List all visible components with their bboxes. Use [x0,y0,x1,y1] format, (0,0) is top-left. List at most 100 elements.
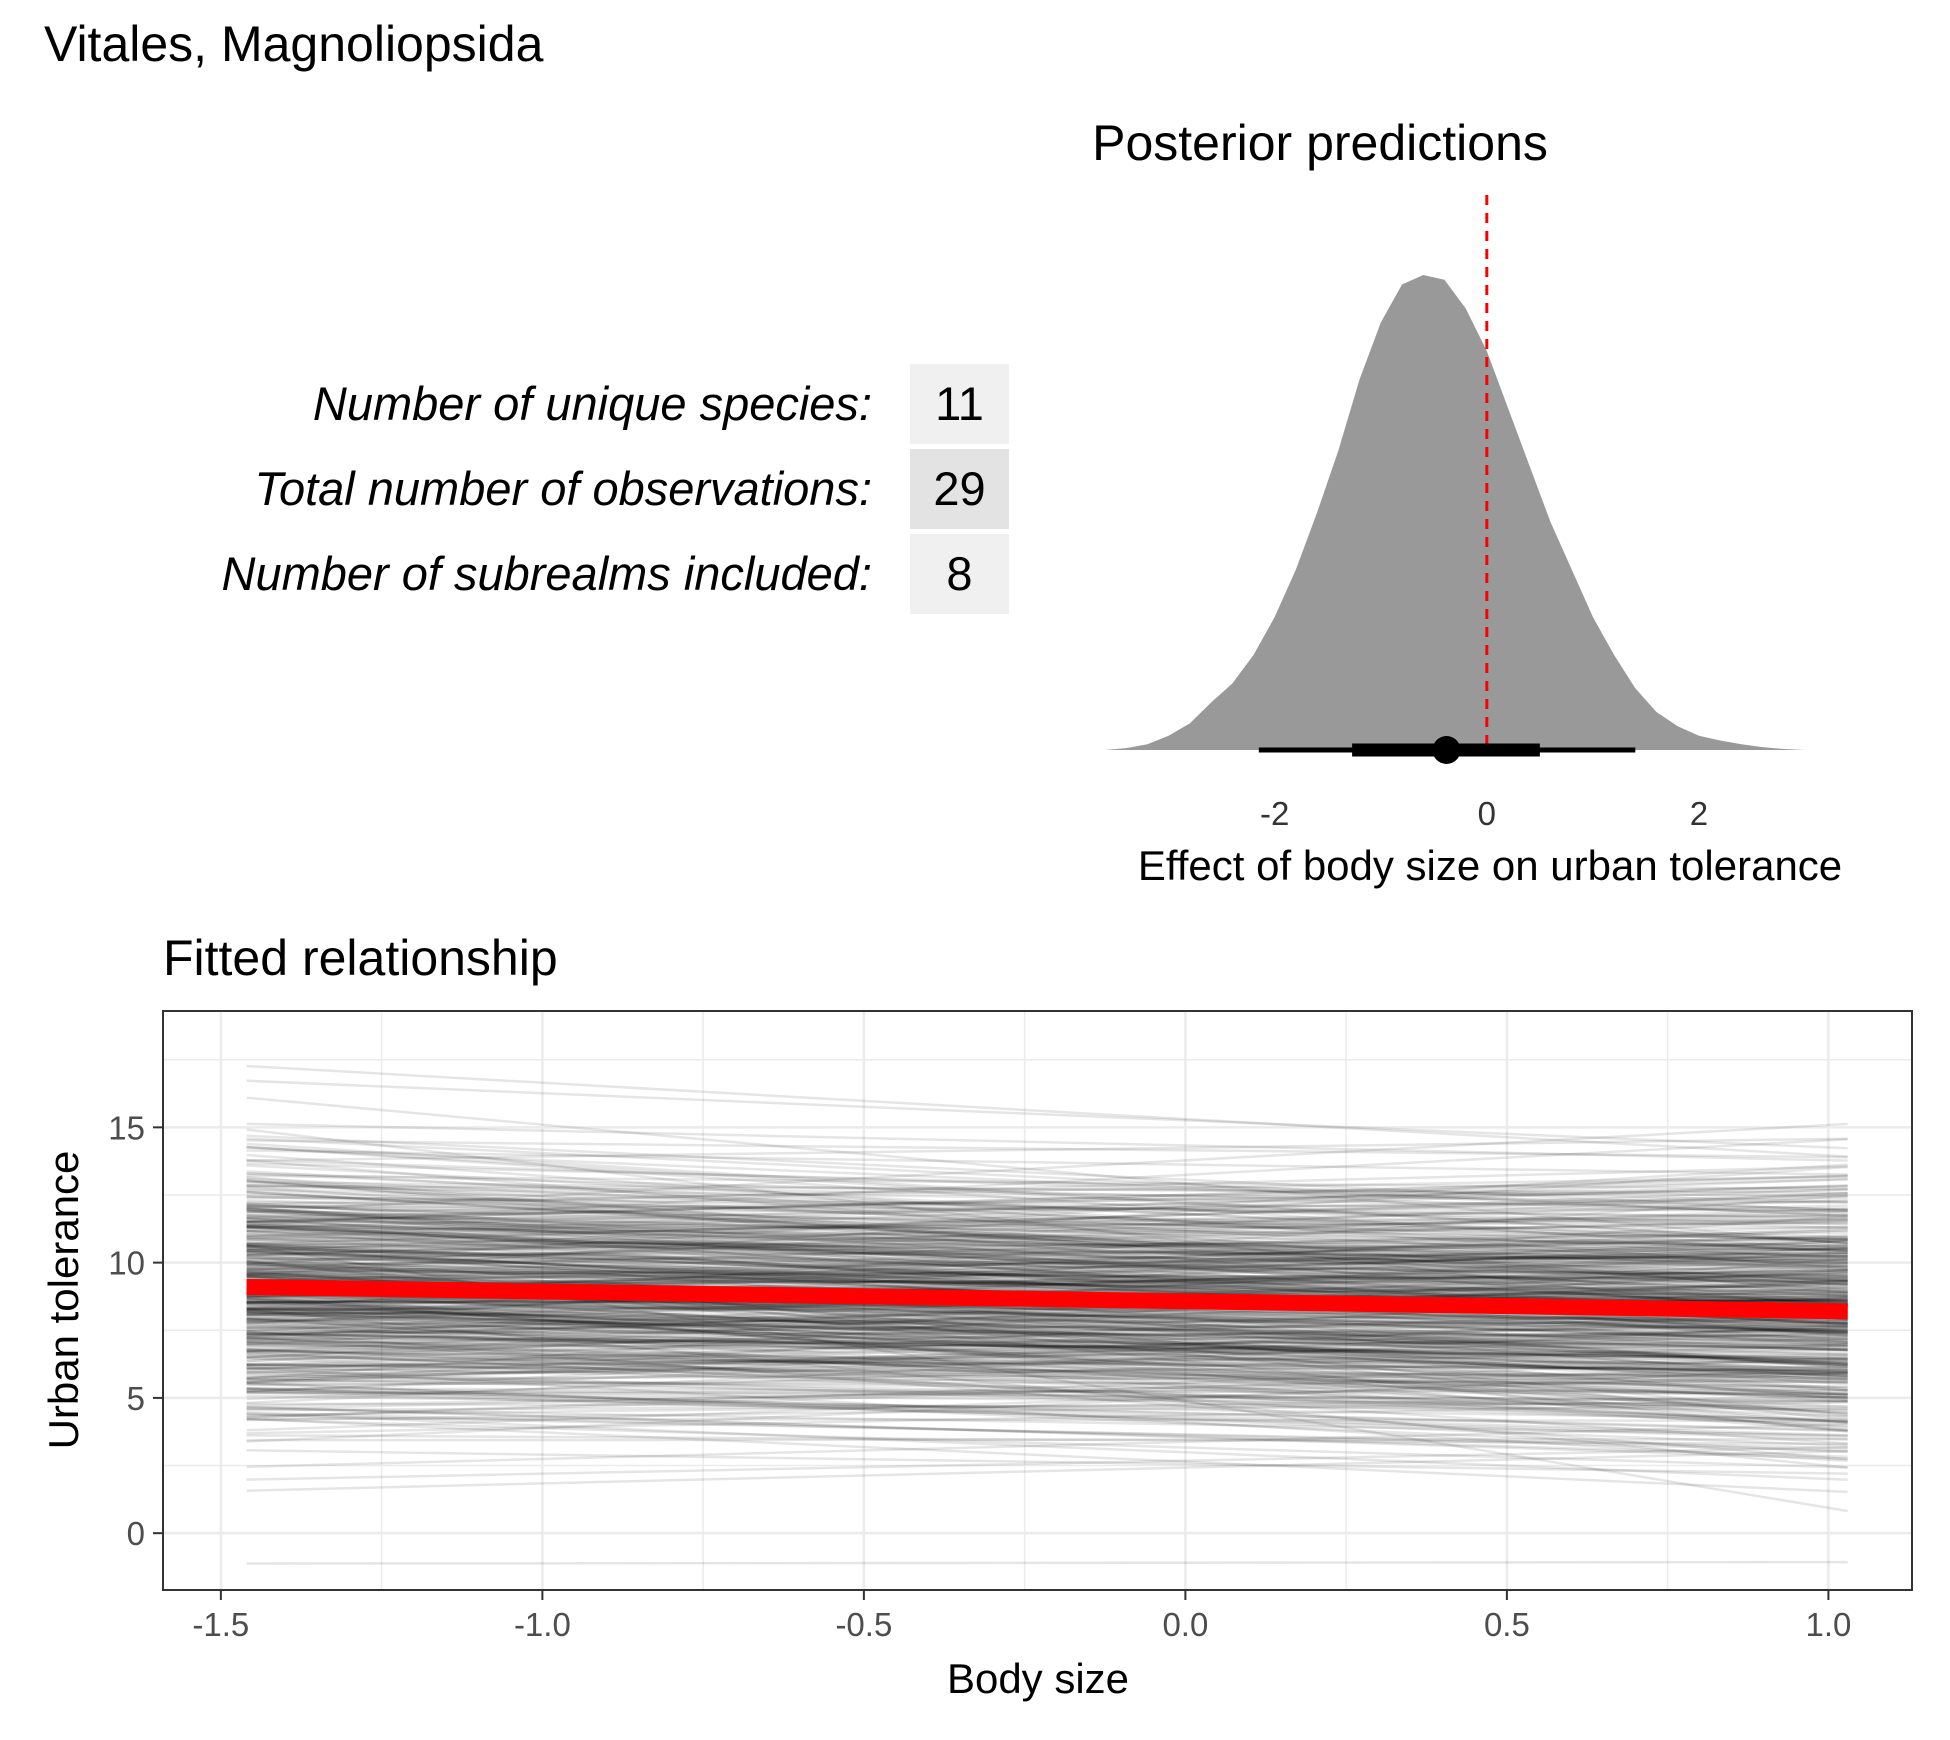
posterior-draw-line [246,1330,1848,1338]
posterior-draw-line [246,1209,1848,1286]
posterior-draw-line [246,1315,1848,1385]
posterior-draw-line [246,1449,1848,1492]
posterior-draw-line [246,1236,1848,1265]
posterior-draw-line [246,1079,1848,1150]
posterior-draw-line [246,1210,1848,1269]
posterior-draw-line [246,1391,1848,1438]
posterior-draw-line [246,1266,1848,1283]
fitted-relationship-chart: Fitted relationship -1.5 -1.0 -0.5 0.0 0.5 1.… [40,930,1913,1702]
posterior-draw-line [246,1196,1848,1212]
posterior-draw-line [246,1185,1848,1295]
posterior-draw-line [246,1318,1848,1364]
posterior-draw-line [246,1210,1848,1257]
posterior-draw-line [246,1302,1848,1324]
posterior-draw-line [246,1325,1848,1347]
posterior-draw-line [246,1389,1848,1403]
posterior-draw-line [246,1191,1848,1272]
posterior-draw-line [246,1355,1848,1372]
posterior-draw-line [246,1364,1848,1380]
posterior-draw-line [246,1244,1848,1370]
posterior-draw-line [246,1220,1848,1338]
posterior-draw-line [246,1335,1848,1361]
posterior-draw-line [246,1279,1848,1363]
x-tick-label: 0.0 [1162,1606,1208,1643]
posterior-draw-line [246,1290,1848,1432]
posterior-draw-line [246,1255,1848,1417]
posterior-draw-line [246,1368,1848,1423]
posterior-draw-line [246,1288,1848,1366]
posterior-x-tick-label: 0 [1478,795,1496,832]
posterior-draw-line [246,1290,1848,1377]
posterior-x-label: Effect of body size on urban tolerance [1138,842,1842,889]
posterior-draw-line [246,1373,1848,1410]
posterior-draw-line [246,1336,1848,1408]
posterior-draw-line [246,1297,1848,1418]
posterior-draw-line [246,1340,1848,1399]
posterior-draw-line [246,1344,1848,1349]
posterior-density-area [1105,275,1805,750]
posterior-draw-line [246,1207,1848,1282]
posterior-draw-line [246,1323,1848,1350]
posterior-draw-line [246,1203,1848,1271]
posterior-draw-line [246,1289,1848,1381]
posterior-draw-line [246,1347,1848,1414]
posterior-draw-line [246,1233,1848,1287]
posterior-draw-line [246,1122,1848,1162]
posterior-draw-line [246,1336,1848,1356]
posterior-draw-line [246,1239,1848,1251]
posterior-draw-line [246,1244,1848,1268]
posterior-draw-line [246,1216,1848,1337]
posterior-draw-line [246,1279,1848,1342]
x-tick-label: -1.5 [192,1606,249,1643]
posterior-draw-line [246,1177,1848,1253]
posterior-draw-line [246,1235,1848,1283]
y-tick-label: 5 [127,1380,145,1417]
posterior-draw-line [246,1331,1848,1377]
posterior-draw-line [246,1316,1848,1374]
posterior-draw-line [246,1223,1848,1263]
posterior-draw-line [246,1278,1848,1353]
y-tick-label: 10 [108,1245,145,1282]
posterior-draw-line [246,1172,1848,1214]
posterior-draw-line [246,1417,1848,1423]
posterior-draw-line [246,1307,1848,1374]
posterior-draw-line [246,1251,1848,1256]
posterior-draw-line [246,1215,1848,1326]
posterior-draw-line [246,1219,1848,1256]
posterior-draw-line [246,1324,1848,1371]
posterior-draw-line [246,1312,1848,1353]
posterior-draw-line [246,1437,1848,1442]
posterior-draw-line [246,1271,1848,1297]
posterior-draw-lines [246,1064,1848,1565]
posterior-draw-line [246,1209,1848,1297]
posterior-draw-line [246,1390,1848,1408]
posterior-draw-line [246,1162,1848,1204]
posterior-x-tick-label: 2 [1690,795,1708,832]
posterior-draw-line [246,1246,1848,1305]
posterior-draw-line [246,1316,1848,1346]
posterior-draw-line [246,1190,1848,1283]
mean-fit-line [246,1278,1848,1320]
posterior-draw-line [246,1356,1848,1419]
posterior-draw-line [246,1344,1848,1397]
posterior-draw-line [246,1222,1848,1227]
posterior-draw-line [246,1219,1848,1224]
posterior-draw-line [246,1327,1848,1379]
posterior-draw-line [246,1332,1848,1362]
posterior-draw-line [246,1398,1848,1422]
posterior-draw-line [246,1220,1848,1272]
posterior-draw-line [246,1213,1848,1305]
posterior-draw-line [246,1257,1848,1278]
posterior-draw-line [246,1363,1848,1384]
posterior-draw-line [246,1270,1848,1346]
posterior-draw-line [246,1387,1848,1403]
posterior-draw-line [246,1259,1848,1309]
posterior-draw-line [246,1163,1848,1266]
posterior-draw-line [246,1137,1848,1162]
posterior-draw-line [246,1294,1848,1333]
posterior-draw-line [246,1297,1848,1416]
posterior-draw-line [246,1356,1848,1424]
posterior-draw-line [246,1395,1848,1417]
x-tick-label: -0.5 [835,1606,892,1643]
posterior-draw-line [246,1332,1848,1360]
